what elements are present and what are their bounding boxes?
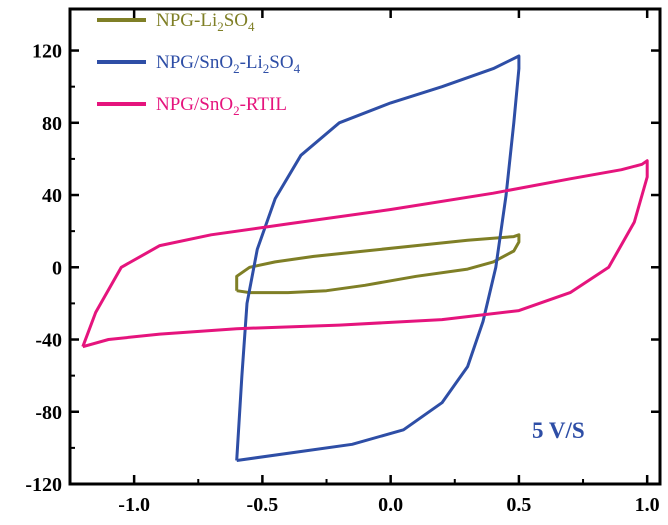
x-tick-label: 1.0 [635, 494, 660, 516]
y-tick-label: 120 [32, 41, 62, 63]
y-tick-label: -120 [25, 474, 62, 496]
plot-frame [68, 7, 662, 486]
legend: NPG-Li2SO4 NPG/SnO2-Li2SO4 NPG/SnO2-RTIL [97, 10, 301, 118]
x-tick-label: 0.0 [378, 494, 403, 516]
series-curve-0 [235, 233, 521, 295]
y-tick-label: -40 [35, 330, 62, 352]
legend-label-2: NPG/SnO2-RTIL [156, 94, 287, 118]
y-axis-ticks: -120 -80 -40 0 40 80 120 [25, 41, 660, 496]
legend-label-0: NPG-Li2SO4 [156, 10, 255, 34]
legend-label-1: NPG/SnO2-Li2SO4 [156, 52, 301, 76]
y-tick-label: -80 [35, 402, 62, 424]
x-tick-label: -1.0 [118, 494, 150, 516]
y-tick-label: 40 [42, 185, 62, 207]
y-tick-label: 0 [52, 257, 62, 279]
x-tick-label: -0.5 [247, 494, 279, 516]
curves-group [81, 54, 649, 462]
scan-rate-annotation: 5 V/S [532, 418, 585, 443]
x-tick-label: 0.5 [506, 494, 531, 516]
y-tick-label: 80 [42, 113, 62, 135]
series-curve-1 [235, 54, 521, 462]
x-axis-ticks: -1.0 -0.5 0.0 0.5 1.0 [118, 9, 660, 516]
series-curve-2 [81, 159, 649, 349]
